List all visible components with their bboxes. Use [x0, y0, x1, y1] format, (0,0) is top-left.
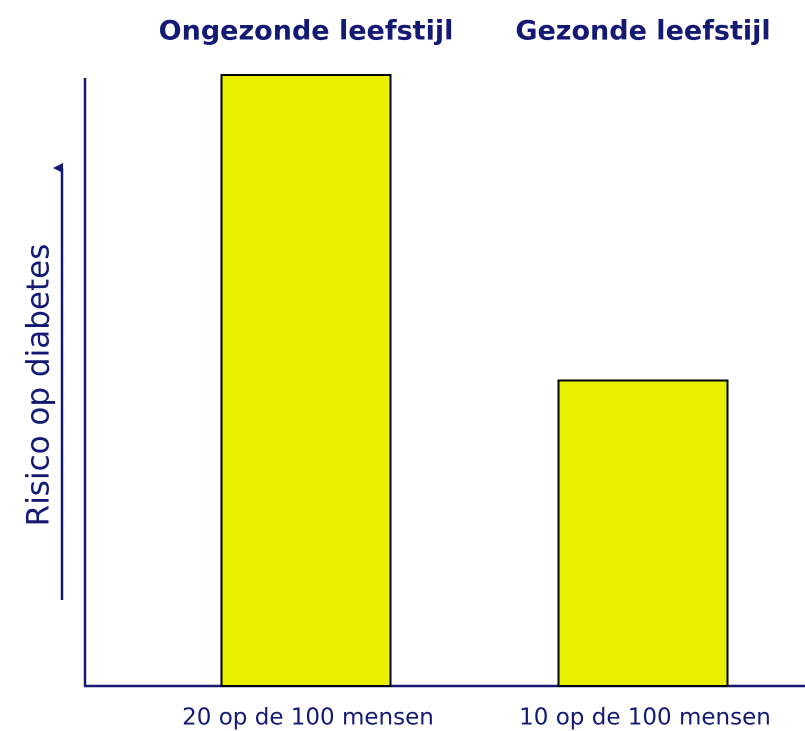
bar — [557, 379, 729, 687]
category-label: Ongezonde leefstijl — [159, 16, 454, 47]
value-label: 20 op de 100 mensen — [182, 705, 434, 731]
y-axis-label: Risico op diabetes — [21, 244, 57, 527]
value-label: 10 op de 100 mensen — [519, 705, 771, 731]
bar — [220, 74, 392, 687]
category-label: Gezonde leefstijl — [515, 16, 770, 47]
